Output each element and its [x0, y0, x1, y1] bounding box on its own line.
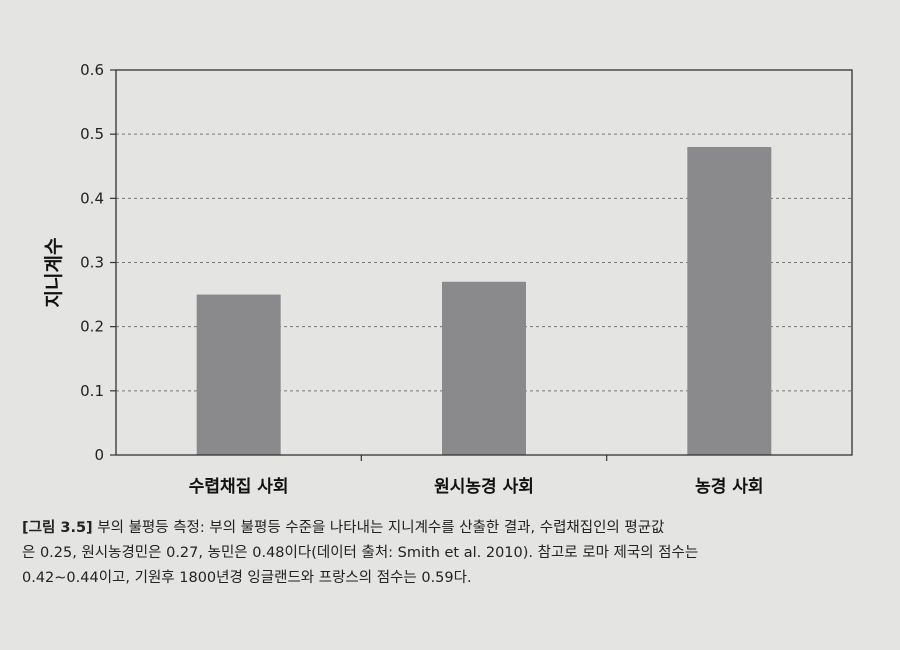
y-tick-label: 0.4 — [80, 189, 104, 207]
y-axis-label: 지니계수 — [43, 238, 65, 308]
y-tick-label: 0.1 — [80, 382, 104, 400]
plot-frame — [115, 69, 853, 456]
y-tick-label: 0.6 — [80, 61, 104, 79]
bar — [442, 281, 526, 455]
bar — [196, 294, 281, 455]
y-tick-label: 0.3 — [80, 254, 104, 272]
x-category-label: 농경 사회 — [695, 477, 763, 497]
axes — [110, 69, 853, 461]
y-tick-label: 0.2 — [80, 318, 104, 336]
caption-line-2: 은 0.25, 원시농경민은 0.27, 농민은 0.48이다(데이터 출처: … — [22, 545, 699, 561]
caption-line-1: [그림 3.5] 부의 불평등 측정: 부의 불평등 수준을 나타내는 지니계수… — [22, 516, 882, 541]
caption-text-1: 부의 불평등 측정: 부의 불평등 수준을 나타내는 지니계수를 산출한 결과,… — [92, 520, 665, 536]
caption-figure-label: [그림 3.5] — [22, 520, 93, 536]
y-tick-label: 0 — [94, 446, 104, 464]
x-category-label: 원시농경 사회 — [434, 477, 534, 497]
figure-caption: [그림 3.5] 부의 불평등 측정: 부의 불평등 수준을 나타내는 지니계수… — [22, 516, 882, 591]
bars — [196, 147, 772, 455]
labels: 0 0.1 0.2 0.3 0.4 0.5 0.6 수렵채집 사회 원시농경 사회 농경 사회 지니… — [43, 61, 764, 497]
gini-bar-chart: 0 0.1 0.2 0.3 0.4 0.5 0.6 수렵채집 사회 원시농경 사회 농경 사회 지니… — [43, 61, 853, 497]
x-category-label: 수렵채집 사회 — [189, 477, 289, 497]
caption-line-3: 0.42∼0.44이고, 기원후 1800년경 잉글랜드와 프랑스의 점수는 0… — [22, 570, 472, 586]
y-tick-label: 0.5 — [80, 125, 104, 143]
bar — [687, 147, 772, 455]
